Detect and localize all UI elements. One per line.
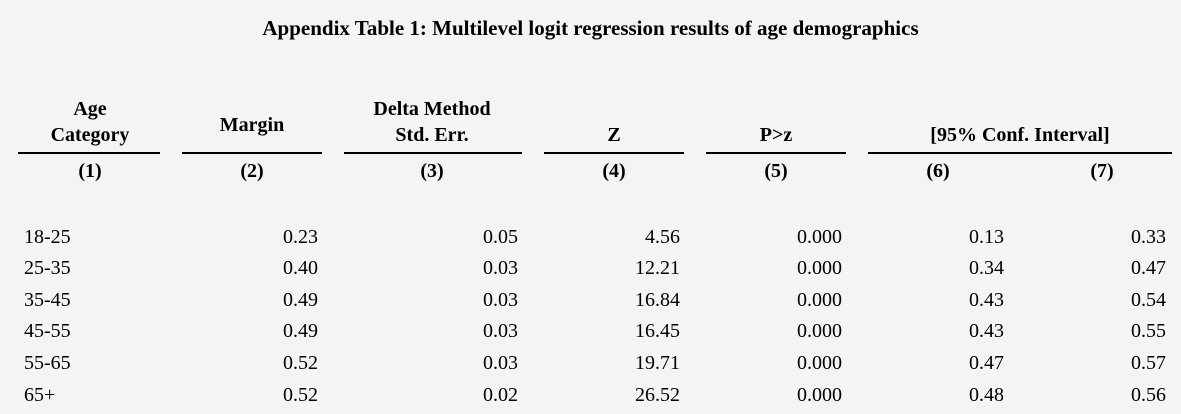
header-rule-3 xyxy=(344,152,522,154)
cell-p: 0.000 xyxy=(797,384,842,406)
header-age-line2: Category xyxy=(50,124,130,146)
cell-ci-lower: 0.43 xyxy=(969,320,1004,342)
cell-age: 35-45 xyxy=(24,289,71,311)
table-title: Appendix Table 1: Multilevel logit regre… xyxy=(262,16,919,40)
cell-std-err: 0.05 xyxy=(483,226,518,248)
cell-ci-upper: 0.56 xyxy=(1131,384,1166,406)
header-std-err-line2: Std. Err. xyxy=(395,124,469,146)
header-age-line1: Age xyxy=(73,98,107,120)
cell-z: 26.52 xyxy=(635,384,680,406)
header-rule-4 xyxy=(544,152,684,154)
cell-std-err: 0.03 xyxy=(483,320,518,342)
cell-age: 65+ xyxy=(24,384,56,406)
column-number: (3) xyxy=(420,160,444,182)
header-p: P>z xyxy=(759,124,793,146)
cell-z: 16.45 xyxy=(635,320,680,342)
cell-ci-upper: 0.57 xyxy=(1131,352,1166,374)
header-z: Z xyxy=(607,124,621,146)
cell-z: 12.21 xyxy=(635,257,680,279)
header-rule-1 xyxy=(18,152,160,154)
cell-ci-upper: 0.54 xyxy=(1131,289,1166,311)
cell-z: 19.71 xyxy=(635,352,680,374)
column-number: (5) xyxy=(764,160,788,182)
header-std-err: Delta Method Std. Err. xyxy=(344,96,520,148)
header-conf-interval: [95% Conf. Interval] xyxy=(930,124,1110,146)
cell-p: 0.000 xyxy=(797,289,842,311)
cell-ci-upper: 0.55 xyxy=(1131,320,1166,342)
cell-std-err: 0.03 xyxy=(483,352,518,374)
cell-ci-lower: 0.43 xyxy=(969,289,1004,311)
cell-ci-upper: 0.47 xyxy=(1131,257,1166,279)
cell-std-err: 0.03 xyxy=(483,257,518,279)
cell-margin: 0.23 xyxy=(283,226,318,248)
cell-std-err: 0.03 xyxy=(483,289,518,311)
cell-ci-lower: 0.13 xyxy=(969,226,1004,248)
cell-age: 45-55 xyxy=(24,320,71,342)
cell-ci-lower: 0.48 xyxy=(969,384,1004,406)
header-rule-5 xyxy=(706,152,846,154)
cell-age: 25-35 xyxy=(24,257,71,279)
cell-margin: 0.52 xyxy=(283,352,318,374)
header-rule-2 xyxy=(182,152,322,154)
cell-p: 0.000 xyxy=(797,352,842,374)
column-number: (1) xyxy=(78,160,102,182)
cell-margin: 0.52 xyxy=(283,384,318,406)
cell-margin: 0.40 xyxy=(283,257,318,279)
cell-ci-lower: 0.47 xyxy=(969,352,1004,374)
cell-ci-lower: 0.34 xyxy=(969,257,1004,279)
cell-age: 55-65 xyxy=(24,352,71,374)
cell-std-err: 0.02 xyxy=(483,384,518,406)
cell-ci-upper: 0.33 xyxy=(1131,226,1166,248)
cell-margin: 0.49 xyxy=(283,320,318,342)
cell-p: 0.000 xyxy=(797,226,842,248)
cell-z: 4.56 xyxy=(645,226,680,248)
cell-age: 18-25 xyxy=(24,226,71,248)
cell-z: 16.84 xyxy=(635,289,680,311)
column-number: (6) xyxy=(926,160,950,182)
column-number: (4) xyxy=(602,160,626,182)
header-margin: Margin xyxy=(219,114,285,136)
cell-margin: 0.49 xyxy=(283,289,318,311)
header-std-err-line1: Delta Method xyxy=(373,98,491,120)
header-rule-67 xyxy=(868,152,1172,154)
cell-p: 0.000 xyxy=(797,257,842,279)
header-age: Age Category xyxy=(20,96,160,148)
column-number: (7) xyxy=(1090,160,1114,182)
cell-p: 0.000 xyxy=(797,320,842,342)
column-number: (2) xyxy=(240,160,264,182)
